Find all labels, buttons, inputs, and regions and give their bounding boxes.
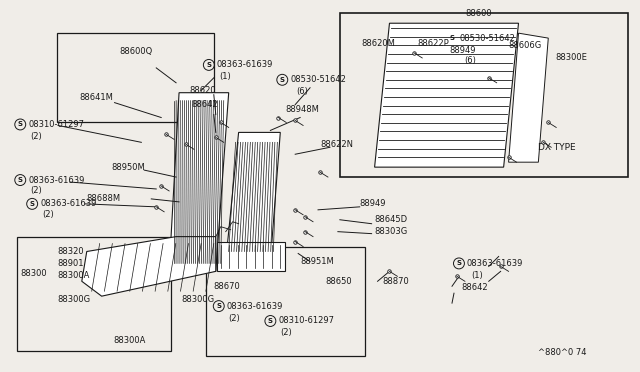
Text: 88642: 88642 — [191, 100, 218, 109]
Text: S: S — [280, 77, 285, 83]
Text: ^880^0 74: ^880^0 74 — [538, 348, 587, 357]
Text: 88620: 88620 — [189, 86, 216, 95]
Polygon shape — [217, 241, 285, 271]
Polygon shape — [374, 23, 518, 167]
Text: (2): (2) — [42, 210, 54, 219]
Text: (1): (1) — [471, 271, 483, 280]
Text: 08363-61639: 08363-61639 — [217, 60, 273, 70]
Polygon shape — [82, 237, 216, 296]
Text: 88901: 88901 — [57, 259, 83, 268]
Text: 88642: 88642 — [461, 283, 488, 292]
Text: 08363-61639: 08363-61639 — [40, 199, 97, 208]
Text: DX TYPE: DX TYPE — [538, 143, 576, 152]
Text: 88606G: 88606G — [509, 41, 542, 49]
Polygon shape — [226, 132, 280, 262]
Text: S: S — [449, 35, 454, 41]
Text: 88951M: 88951M — [300, 257, 334, 266]
Text: 08530-51642: 08530-51642 — [290, 75, 346, 84]
Text: 88650: 88650 — [325, 277, 351, 286]
Text: 88688M: 88688M — [87, 195, 121, 203]
Text: S: S — [29, 201, 35, 207]
Text: 88303G: 88303G — [374, 227, 408, 236]
Text: 88620M: 88620M — [362, 39, 396, 48]
Text: 88300A: 88300A — [113, 336, 146, 345]
Text: S: S — [456, 260, 461, 266]
Text: 88300: 88300 — [20, 269, 47, 278]
Text: 08310-61297: 08310-61297 — [278, 317, 334, 326]
Text: S: S — [268, 318, 273, 324]
Text: 88949: 88949 — [449, 45, 476, 55]
Text: 88949: 88949 — [360, 199, 386, 208]
Polygon shape — [169, 93, 228, 271]
Text: 08310-61297: 08310-61297 — [28, 120, 84, 129]
Text: 08363-61639: 08363-61639 — [28, 176, 84, 185]
Bar — [340, 13, 628, 177]
Text: S: S — [18, 122, 23, 128]
Text: 88950M: 88950M — [111, 163, 145, 171]
Text: 88645D: 88645D — [374, 215, 408, 224]
Bar — [57, 33, 214, 122]
Text: (2): (2) — [30, 132, 42, 141]
Text: 88870: 88870 — [383, 277, 409, 286]
Text: (6): (6) — [464, 57, 476, 65]
Text: 88622P: 88622P — [417, 39, 449, 48]
Bar — [17, 237, 171, 351]
Text: 88641M: 88641M — [80, 93, 114, 102]
Text: 88300G: 88300G — [57, 295, 90, 304]
Text: (2): (2) — [228, 314, 241, 323]
Text: 88600: 88600 — [465, 9, 492, 18]
Text: S: S — [206, 62, 211, 68]
Text: (2): (2) — [280, 328, 292, 337]
Text: (1): (1) — [219, 72, 230, 81]
Text: 88622N: 88622N — [320, 140, 353, 149]
Text: 88948M: 88948M — [285, 105, 319, 114]
Text: 88320: 88320 — [57, 247, 84, 256]
Text: 08363-61639: 08363-61639 — [227, 302, 283, 311]
Text: 88300E: 88300E — [556, 54, 587, 62]
Text: S: S — [18, 177, 23, 183]
Text: 88300A: 88300A — [57, 271, 90, 280]
Text: (6): (6) — [296, 87, 308, 96]
Text: 88600Q: 88600Q — [120, 46, 153, 55]
Text: (2): (2) — [30, 186, 42, 195]
Text: 08363-61639: 08363-61639 — [467, 259, 524, 268]
Text: 08530-51642: 08530-51642 — [460, 33, 516, 43]
Text: S: S — [216, 303, 221, 309]
Text: 88300G: 88300G — [181, 295, 214, 304]
Polygon shape — [509, 33, 548, 162]
Text: 88670: 88670 — [214, 282, 241, 291]
Bar — [206, 247, 365, 356]
